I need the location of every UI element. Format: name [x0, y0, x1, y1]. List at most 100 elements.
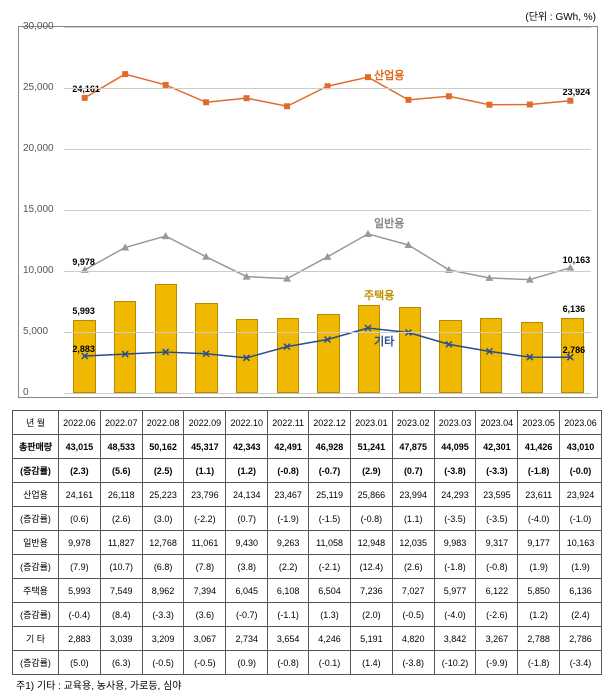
unit-label: (단위 : GWh, %): [525, 8, 596, 23]
table-cell: 25,119: [309, 483, 351, 507]
table-col-header: 2023.05: [518, 411, 560, 435]
table-cell: 9,317: [476, 531, 518, 555]
table-cell: 3,039: [100, 627, 142, 651]
table-corner-cell: 년 월: [13, 411, 59, 435]
table-cell: 10,163: [560, 531, 602, 555]
marker: [203, 99, 209, 105]
value-label-start: 5,993: [72, 306, 95, 316]
table-cell: (-1.8): [518, 459, 560, 483]
table-cell: 4,246: [309, 627, 351, 651]
row-label-cell: 총판매량: [13, 435, 59, 459]
table-cell: 44,095: [434, 435, 476, 459]
table-cell: 51,241: [350, 435, 392, 459]
table-cell: (0.6): [59, 507, 101, 531]
table-row: 총판매량43,01548,53350,16245,31742,34342,491…: [13, 435, 602, 459]
series-label: 기타: [374, 333, 394, 349]
marker: [405, 97, 411, 103]
table-col-header: 2022.07: [100, 411, 142, 435]
table-cell: (2.6): [100, 507, 142, 531]
table-cell: 9,978: [59, 531, 101, 555]
table-cell: 7,394: [184, 579, 226, 603]
table-cell: (-1.8): [434, 555, 476, 579]
table-cell: 12,768: [142, 531, 184, 555]
table-cell: (7.9): [59, 555, 101, 579]
table-cell: 2,883: [59, 627, 101, 651]
table-cell: (-3.3): [476, 459, 518, 483]
table-cell: (1.2): [518, 603, 560, 627]
table-cell: (-1.1): [268, 603, 309, 627]
table-cell: 7,236: [350, 579, 392, 603]
table-cell: 26,118: [100, 483, 142, 507]
table-cell: 6,045: [226, 579, 268, 603]
y-axis-label: 30,000: [23, 21, 54, 32]
table-cell: 2,786: [560, 627, 602, 651]
table-row: 주택용5,9937,5498,9627,3946,0456,1086,5047,…: [13, 579, 602, 603]
table-cell: (2.6): [392, 555, 434, 579]
table-col-header: 2022.12: [309, 411, 351, 435]
table-cell: (0.7): [392, 459, 434, 483]
table-cell: (2.3): [59, 459, 101, 483]
table-cell: (-9.9): [476, 651, 518, 675]
table-cell: (-1.5): [309, 507, 351, 531]
table-cell: 3,209: [142, 627, 184, 651]
table-cell: 3,842: [434, 627, 476, 651]
table-cell: 9,430: [226, 531, 268, 555]
table-cell: (1.1): [392, 507, 434, 531]
table-row: 기 타2,8833,0393,2093,0672,7343,6544,2465,…: [13, 627, 602, 651]
table-cell: 46,928: [309, 435, 351, 459]
y-axis-label: 0: [23, 387, 29, 398]
table-cell: (-3.5): [434, 507, 476, 531]
table-cell: (1.2): [226, 459, 268, 483]
y-axis-label: 5,000: [23, 326, 48, 337]
row-label-cell: 주택용: [13, 579, 59, 603]
table-col-header: 2023.06: [560, 411, 602, 435]
table-cell: 47,875: [392, 435, 434, 459]
table-cell: 3,067: [184, 627, 226, 651]
marker: [567, 98, 573, 104]
table-cell: (-0.1): [309, 651, 351, 675]
table-cell: (3.0): [142, 507, 184, 531]
table-cell: (6.8): [142, 555, 184, 579]
table-col-header: 2022.11: [268, 411, 309, 435]
table-cell: 2,788: [518, 627, 560, 651]
y-axis-label: 20,000: [23, 143, 54, 154]
table-cell: 5,977: [434, 579, 476, 603]
chart-area: 산업용24,16123,924일반용9,97810,163주택용5,9936,1…: [18, 26, 598, 398]
table-cell: (-3.5): [476, 507, 518, 531]
table-cell: (-0.5): [184, 651, 226, 675]
table-cell: (0.7): [226, 507, 268, 531]
table-cell: (-3.3): [142, 603, 184, 627]
table-cell: (-2.6): [476, 603, 518, 627]
table-cell: (-10.2): [434, 651, 476, 675]
table-cell: 9,263: [268, 531, 309, 555]
table-cell: 12,948: [350, 531, 392, 555]
table-cell: (1.9): [560, 555, 602, 579]
table-cell: (1.1): [184, 459, 226, 483]
table-cell: (-2.1): [309, 555, 351, 579]
table-row: (증감률)(2.3)(5.6)(2.5)(1.1)(1.2)(-0.8)(-0.…: [13, 459, 602, 483]
table-cell: (-0.8): [476, 555, 518, 579]
table-cell: (7.8): [184, 555, 226, 579]
table-cell: 42,491: [268, 435, 309, 459]
table-cell: 11,058: [309, 531, 351, 555]
table-cell: 6,108: [268, 579, 309, 603]
marker: [284, 103, 290, 109]
table-cell: (6.3): [100, 651, 142, 675]
table-cell: (-0.0): [560, 459, 602, 483]
marker: [446, 93, 452, 99]
row-label-cell: (증감률): [13, 555, 59, 579]
chart-lines: [64, 27, 591, 391]
table-cell: (12.4): [350, 555, 392, 579]
table-cell: 24,161: [59, 483, 101, 507]
table-cell: (-0.4): [59, 603, 101, 627]
grid-line: [64, 393, 591, 394]
series-label: 일반용: [374, 215, 404, 231]
table-cell: 25,223: [142, 483, 184, 507]
marker: [244, 95, 250, 101]
table-cell: 23,611: [518, 483, 560, 507]
table-cell: 11,061: [184, 531, 226, 555]
marker: [82, 95, 88, 101]
table-row: (증감률)(0.6)(2.6)(3.0)(-2.2)(0.7)(-1.9)(-1…: [13, 507, 602, 531]
table-row: (증감률)(7.9)(10.7)(6.8)(7.8)(3.8)(2.2)(-2.…: [13, 555, 602, 579]
table-cell: (-0.7): [226, 603, 268, 627]
